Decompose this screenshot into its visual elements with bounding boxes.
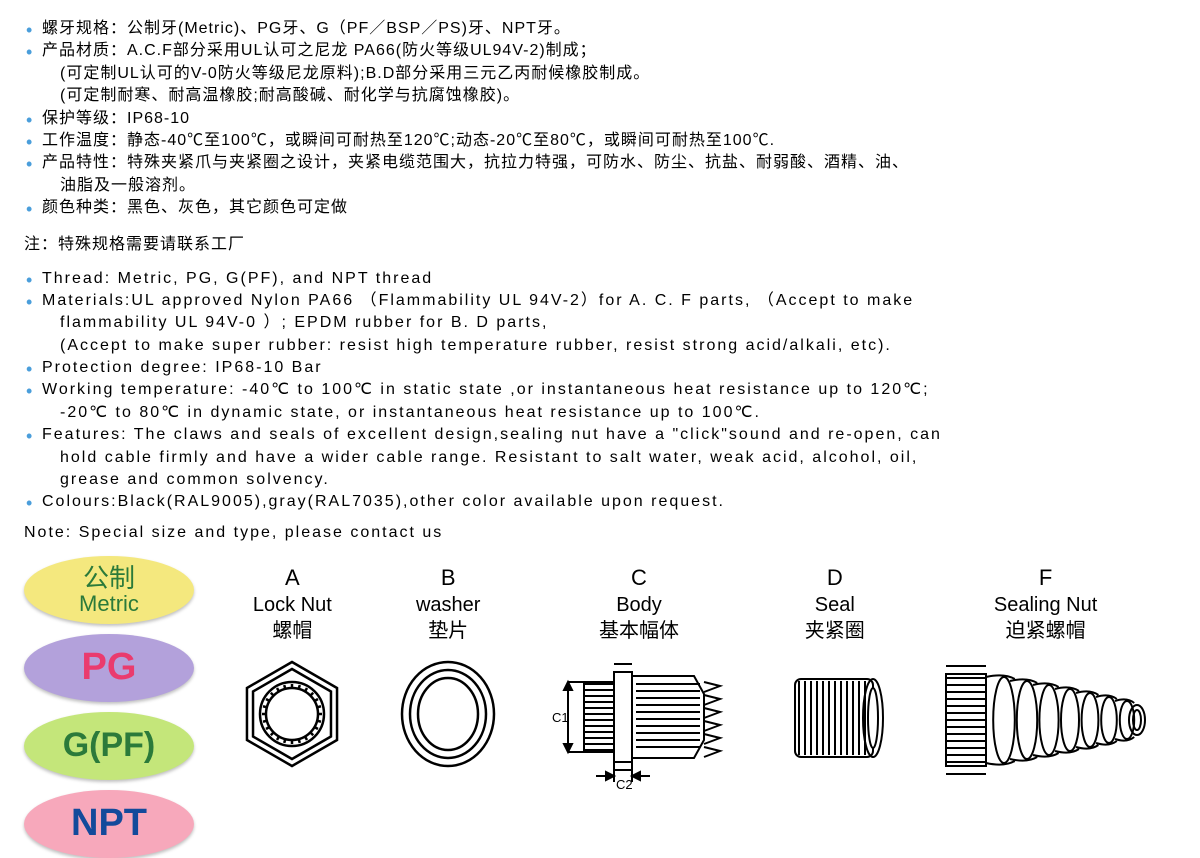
badge-text: G(PF) bbox=[63, 728, 156, 764]
part-en: washer bbox=[416, 592, 480, 618]
part-drawing-icon bbox=[232, 654, 352, 789]
thread-badge: NPT bbox=[24, 790, 194, 858]
part-letter: D bbox=[827, 564, 843, 593]
badge-text: NPT bbox=[71, 804, 147, 844]
part-C: CBody基本幅体 C1 C2 bbox=[544, 564, 734, 795]
en-spec-item: Colours:Black(RAL9005),gray(RAL7035),oth… bbox=[24, 491, 1176, 513]
en-spec-cont: hold cable firmly and have a wider cable… bbox=[42, 447, 1176, 469]
part-B: Bwasher垫片 bbox=[393, 564, 503, 795]
part-letter: C bbox=[631, 564, 647, 593]
svg-text:C2: C2 bbox=[616, 777, 633, 792]
thread-badge: PG bbox=[24, 634, 194, 702]
part-cn: 基本幅体 bbox=[599, 618, 679, 644]
part-cn: 螺帽 bbox=[272, 618, 312, 644]
en-spec-item: Materials:UL approved Nylon PA66 （Flamma… bbox=[24, 290, 1176, 357]
part-en: Body bbox=[616, 592, 662, 618]
en-spec-cont: grease and common solvency. bbox=[42, 469, 1176, 491]
cn-spec-item: 颜色种类：黑色、灰色，其它颜色可定做 bbox=[24, 197, 1176, 219]
badge-en: Metric bbox=[79, 592, 139, 615]
cn-note: 注：特殊规格需要请联系工厂 bbox=[24, 230, 1176, 254]
en-spec-cont: flammability UL 94V-0 ）; EPDM rubber for… bbox=[42, 312, 1176, 334]
cn-spec-item: 保护等级：IP68-10 bbox=[24, 108, 1176, 130]
part-en: Sealing Nut bbox=[994, 592, 1097, 618]
part-letter: A bbox=[285, 564, 300, 593]
en-note: Note: Special size and type, please cont… bbox=[24, 524, 1176, 542]
en-spec-item: Protection degree: IP68-10 Bar bbox=[24, 357, 1176, 379]
thread-badges: 公制Metric PG G(PF) NPT bbox=[24, 556, 194, 858]
badge-cn: 公制 bbox=[83, 565, 135, 592]
en-spec-item: Thread: Metric, PG, G(PF), and NPT threa… bbox=[24, 268, 1176, 290]
parts-row: ALock Nut螺帽 Bwasher垫片 CBody基本幅体 C1 C2 DSeal夹紧… bbox=[212, 556, 1176, 795]
cn-spec-item: 产品特性：特殊夹紧爪与夹紧圈之设计，夹紧电缆范围大，抗拉力特强，可防水、防尘、抗… bbox=[24, 152, 1176, 197]
cn-spec-item: 产品材质：A.C.F部分采用UL认可之尼龙 PA66(防火等级UL94V-2)制… bbox=[24, 40, 1176, 107]
badge-text: PG bbox=[82, 648, 137, 688]
part-en: Lock Nut bbox=[253, 592, 332, 618]
part-en: Seal bbox=[815, 592, 855, 618]
part-letter: F bbox=[1039, 564, 1052, 593]
en-spec-item: Features: The claws and seals of excelle… bbox=[24, 424, 1176, 491]
bottom-section: 公制Metric PG G(PF) NPT ALock Nut螺帽 Bwasher垫片 C… bbox=[24, 556, 1176, 858]
cn-spec-cont: 油脂及一般溶剂。 bbox=[42, 175, 1176, 197]
cn-spec-cont: (可定制UL认可的V-0防火等级尼龙原料);B.D部分采用三元乙丙耐候橡胶制成。 bbox=[42, 63, 1176, 85]
en-spec-item: Working temperature: -40℃ to 100℃ in sta… bbox=[24, 379, 1176, 424]
part-drawing-icon: C1 C2 bbox=[544, 654, 734, 794]
part-cn: 夹紧圈 bbox=[805, 618, 865, 644]
cn-spec-item: 工作温度：静态-40℃至100℃，或瞬间可耐热至120℃;动态-20℃至80℃，… bbox=[24, 130, 1176, 152]
en-spec-cont: (Accept to make super rubber: resist hig… bbox=[42, 335, 1176, 357]
en-spec-list: Thread: Metric, PG, G(PF), and NPT threa… bbox=[24, 268, 1176, 514]
part-cn: 垫片 bbox=[428, 618, 468, 644]
en-spec-cont: -20℃ to 80℃ in dynamic state, or instant… bbox=[42, 402, 1176, 424]
part-A: ALock Nut螺帽 bbox=[232, 564, 352, 795]
cn-spec-cont: (可定制耐寒、耐高温橡胶;耐高酸碱、耐化学与抗腐蚀橡胶)。 bbox=[42, 85, 1176, 107]
part-letter: B bbox=[441, 564, 456, 593]
thread-badge: 公制Metric bbox=[24, 556, 194, 624]
svg-text:C1: C1 bbox=[552, 710, 569, 725]
part-cn: 迫紧螺帽 bbox=[1006, 618, 1086, 644]
cn-spec-item: 螺牙规格：公制牙(Metric)、PG牙、G（PF／BSP／PS)牙、NPT牙。 bbox=[24, 18, 1176, 40]
part-F: FSealing Nut迫紧螺帽 bbox=[936, 564, 1156, 795]
part-drawing-icon bbox=[393, 654, 503, 789]
part-D: DSeal夹紧圈 bbox=[775, 564, 895, 795]
part-drawing-icon bbox=[936, 654, 1156, 789]
thread-badge: G(PF) bbox=[24, 712, 194, 780]
cn-spec-list: 螺牙规格：公制牙(Metric)、PG牙、G（PF／BSP／PS)牙、NPT牙。… bbox=[24, 18, 1176, 220]
part-drawing-icon bbox=[775, 654, 895, 789]
